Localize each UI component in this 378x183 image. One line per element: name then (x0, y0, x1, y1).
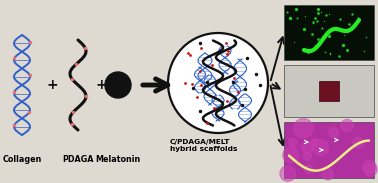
Circle shape (294, 119, 313, 138)
Circle shape (311, 139, 318, 146)
FancyBboxPatch shape (319, 81, 339, 101)
Text: Melatonin: Melatonin (95, 155, 141, 164)
Circle shape (364, 163, 377, 176)
Circle shape (302, 141, 313, 153)
Circle shape (289, 138, 297, 146)
Circle shape (283, 147, 299, 163)
Circle shape (322, 168, 334, 180)
Text: +: + (95, 78, 107, 92)
Circle shape (363, 160, 376, 173)
Text: Collagen: Collagen (2, 155, 42, 164)
Text: C/PDAGA/MELT
hybrid scaffolds: C/PDAGA/MELT hybrid scaffolds (170, 139, 237, 152)
FancyBboxPatch shape (284, 122, 374, 178)
Circle shape (304, 165, 313, 173)
Circle shape (303, 152, 311, 160)
Circle shape (168, 33, 268, 133)
Circle shape (105, 72, 131, 98)
Text: +: + (46, 78, 58, 92)
Text: PDAGA: PDAGA (62, 155, 94, 164)
Circle shape (280, 166, 296, 181)
Circle shape (313, 139, 328, 156)
FancyBboxPatch shape (284, 65, 374, 117)
FancyBboxPatch shape (284, 5, 374, 60)
Circle shape (353, 137, 364, 148)
Circle shape (341, 119, 353, 132)
Circle shape (329, 128, 339, 138)
